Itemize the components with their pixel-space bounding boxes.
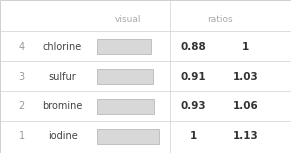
Text: 1.06: 1.06 [233, 101, 259, 111]
Text: 0.88: 0.88 [181, 42, 206, 52]
Text: 1: 1 [19, 131, 25, 141]
Text: 1: 1 [242, 42, 249, 52]
Text: ratios: ratios [207, 15, 233, 24]
Text: 4: 4 [19, 42, 25, 52]
Text: 0.93: 0.93 [181, 101, 206, 111]
Text: 3: 3 [19, 71, 25, 82]
Text: 2: 2 [19, 101, 25, 111]
Text: iodine: iodine [48, 131, 77, 141]
Bar [97, 39, 151, 54]
Text: 1: 1 [190, 131, 197, 141]
Text: 1.13: 1.13 [233, 131, 259, 141]
Text: 0.91: 0.91 [181, 71, 206, 82]
Bar [97, 69, 153, 84]
Text: visual: visual [115, 15, 141, 24]
Text: 1.03: 1.03 [233, 71, 259, 82]
Text: chlorine: chlorine [43, 42, 82, 52]
Bar [97, 99, 154, 114]
Bar [97, 129, 159, 144]
Text: sulfur: sulfur [49, 71, 77, 82]
Text: bromine: bromine [42, 101, 83, 111]
